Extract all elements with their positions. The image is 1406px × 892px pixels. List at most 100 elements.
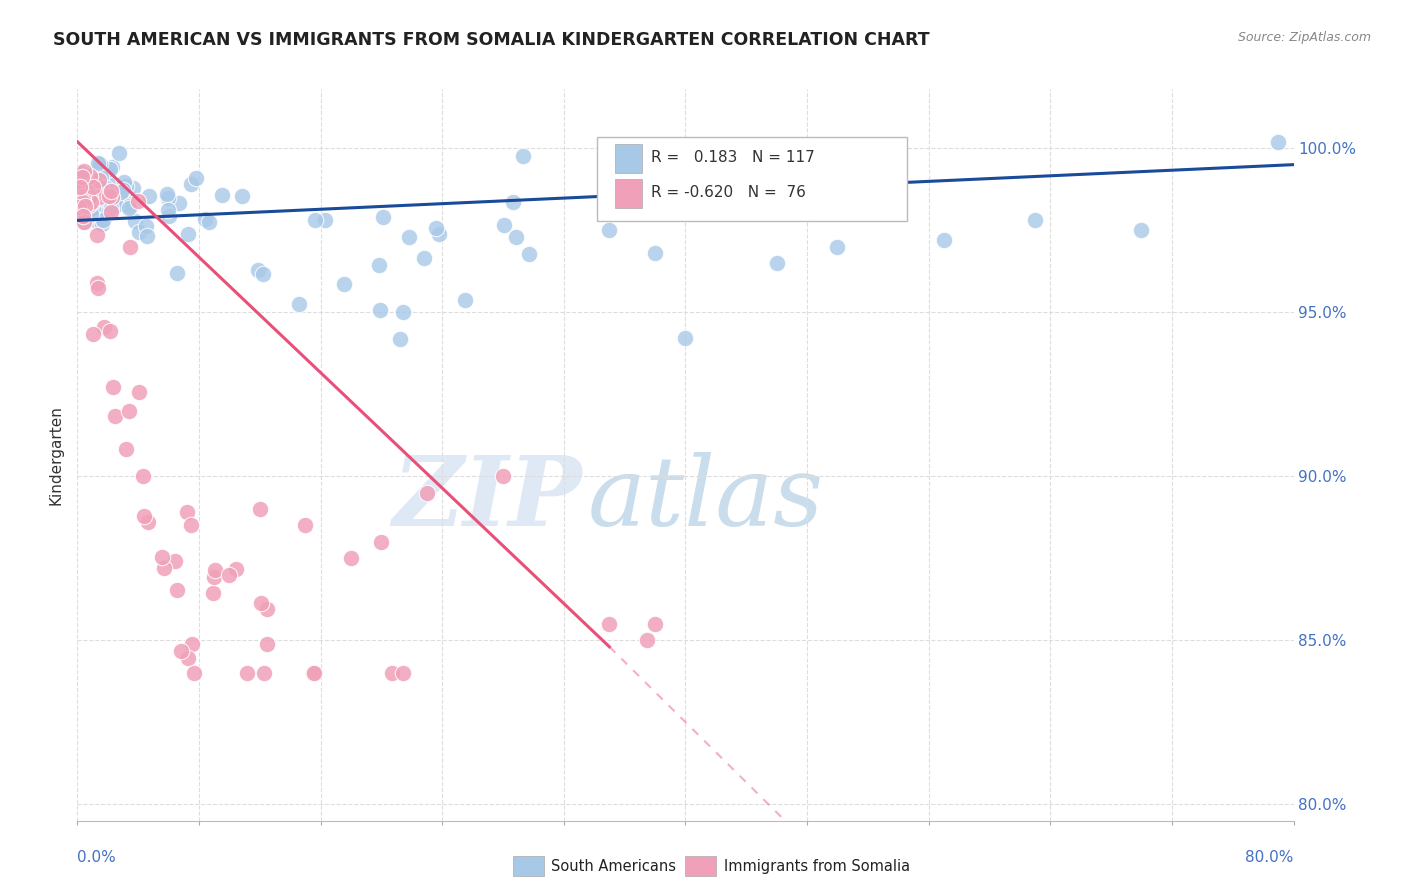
Point — [72, 192, 94, 206]
Point — [425, 221, 447, 235]
Point — [517, 247, 540, 261]
Point — [249, 502, 271, 516]
Point — [75, 199, 97, 213]
Point — [512, 148, 534, 162]
Point — [167, 196, 190, 211]
Point — [181, 637, 204, 651]
Point — [80, 194, 103, 209]
Bar — [614, 179, 641, 209]
Point — [73, 164, 96, 178]
Point — [398, 229, 420, 244]
Point — [392, 666, 415, 681]
Point — [118, 201, 141, 215]
Point — [247, 262, 270, 277]
Point — [80, 202, 103, 216]
Point — [128, 226, 150, 240]
Point — [83, 199, 105, 213]
Text: ZIP: ZIP — [392, 452, 582, 546]
Point — [180, 178, 202, 192]
Point — [333, 277, 356, 291]
Point — [87, 189, 110, 203]
Point — [93, 176, 115, 190]
Point — [76, 185, 98, 199]
Point — [110, 185, 132, 199]
Point — [304, 213, 326, 227]
Point — [368, 302, 391, 317]
Point — [72, 183, 94, 197]
Point — [294, 518, 316, 533]
Point — [67, 181, 90, 195]
Point — [86, 215, 108, 229]
Point — [80, 197, 103, 211]
Point — [389, 332, 412, 346]
Point — [100, 184, 122, 198]
Point — [166, 266, 188, 280]
Point — [198, 214, 221, 228]
Point — [152, 549, 174, 564]
Point — [636, 633, 658, 648]
Point — [340, 551, 363, 566]
Y-axis label: Kindergarten: Kindergarten — [48, 405, 63, 505]
Point — [112, 175, 135, 189]
Point — [156, 186, 179, 201]
Point — [135, 219, 157, 233]
Point — [120, 192, 142, 206]
Point — [93, 161, 115, 175]
Point — [69, 165, 91, 179]
Point — [176, 227, 198, 241]
Point — [100, 190, 122, 204]
Point — [118, 199, 141, 213]
Point — [94, 181, 117, 195]
Point — [98, 324, 121, 338]
Point — [304, 666, 326, 681]
Point — [89, 161, 111, 175]
Point — [101, 161, 124, 175]
Point — [80, 204, 103, 219]
Point — [107, 196, 129, 211]
Point — [108, 145, 131, 160]
Point — [79, 190, 101, 204]
Point — [100, 205, 122, 219]
Point — [93, 319, 115, 334]
Text: R = -0.620   N =  76: R = -0.620 N = 76 — [651, 185, 806, 200]
Point — [110, 194, 132, 209]
Point — [368, 258, 391, 272]
Point — [82, 195, 104, 210]
Point — [413, 251, 436, 265]
Point — [236, 666, 259, 681]
Point — [250, 596, 273, 610]
Point — [76, 186, 98, 201]
Point — [79, 169, 101, 183]
Point — [1024, 213, 1046, 227]
Point — [765, 256, 787, 270]
Point — [505, 230, 527, 244]
Point — [427, 227, 450, 242]
Point — [82, 326, 104, 341]
Point — [256, 601, 278, 615]
Point — [67, 200, 90, 214]
Point — [91, 200, 114, 214]
Point — [1130, 223, 1153, 237]
Point — [416, 485, 439, 500]
Point — [70, 169, 93, 184]
Point — [75, 197, 97, 211]
Point — [86, 277, 108, 291]
Point — [94, 207, 117, 221]
Point — [136, 228, 159, 243]
Point — [104, 409, 127, 423]
Point — [79, 182, 101, 196]
Point — [127, 194, 149, 208]
Text: SOUTH AMERICAN VS IMMIGRANTS FROM SOMALIA KINDERGARTEN CORRELATION CHART: SOUTH AMERICAN VS IMMIGRANTS FROM SOMALI… — [53, 31, 929, 49]
Text: 80.0%: 80.0% — [1246, 850, 1294, 865]
Point — [827, 240, 849, 254]
Point — [69, 173, 91, 187]
Point — [67, 191, 90, 205]
Point — [75, 194, 97, 209]
Point — [82, 179, 104, 194]
Point — [94, 203, 117, 218]
Point — [381, 666, 404, 681]
Point — [83, 183, 105, 197]
Point — [176, 506, 198, 520]
Bar — [614, 144, 641, 173]
Point — [73, 215, 96, 229]
